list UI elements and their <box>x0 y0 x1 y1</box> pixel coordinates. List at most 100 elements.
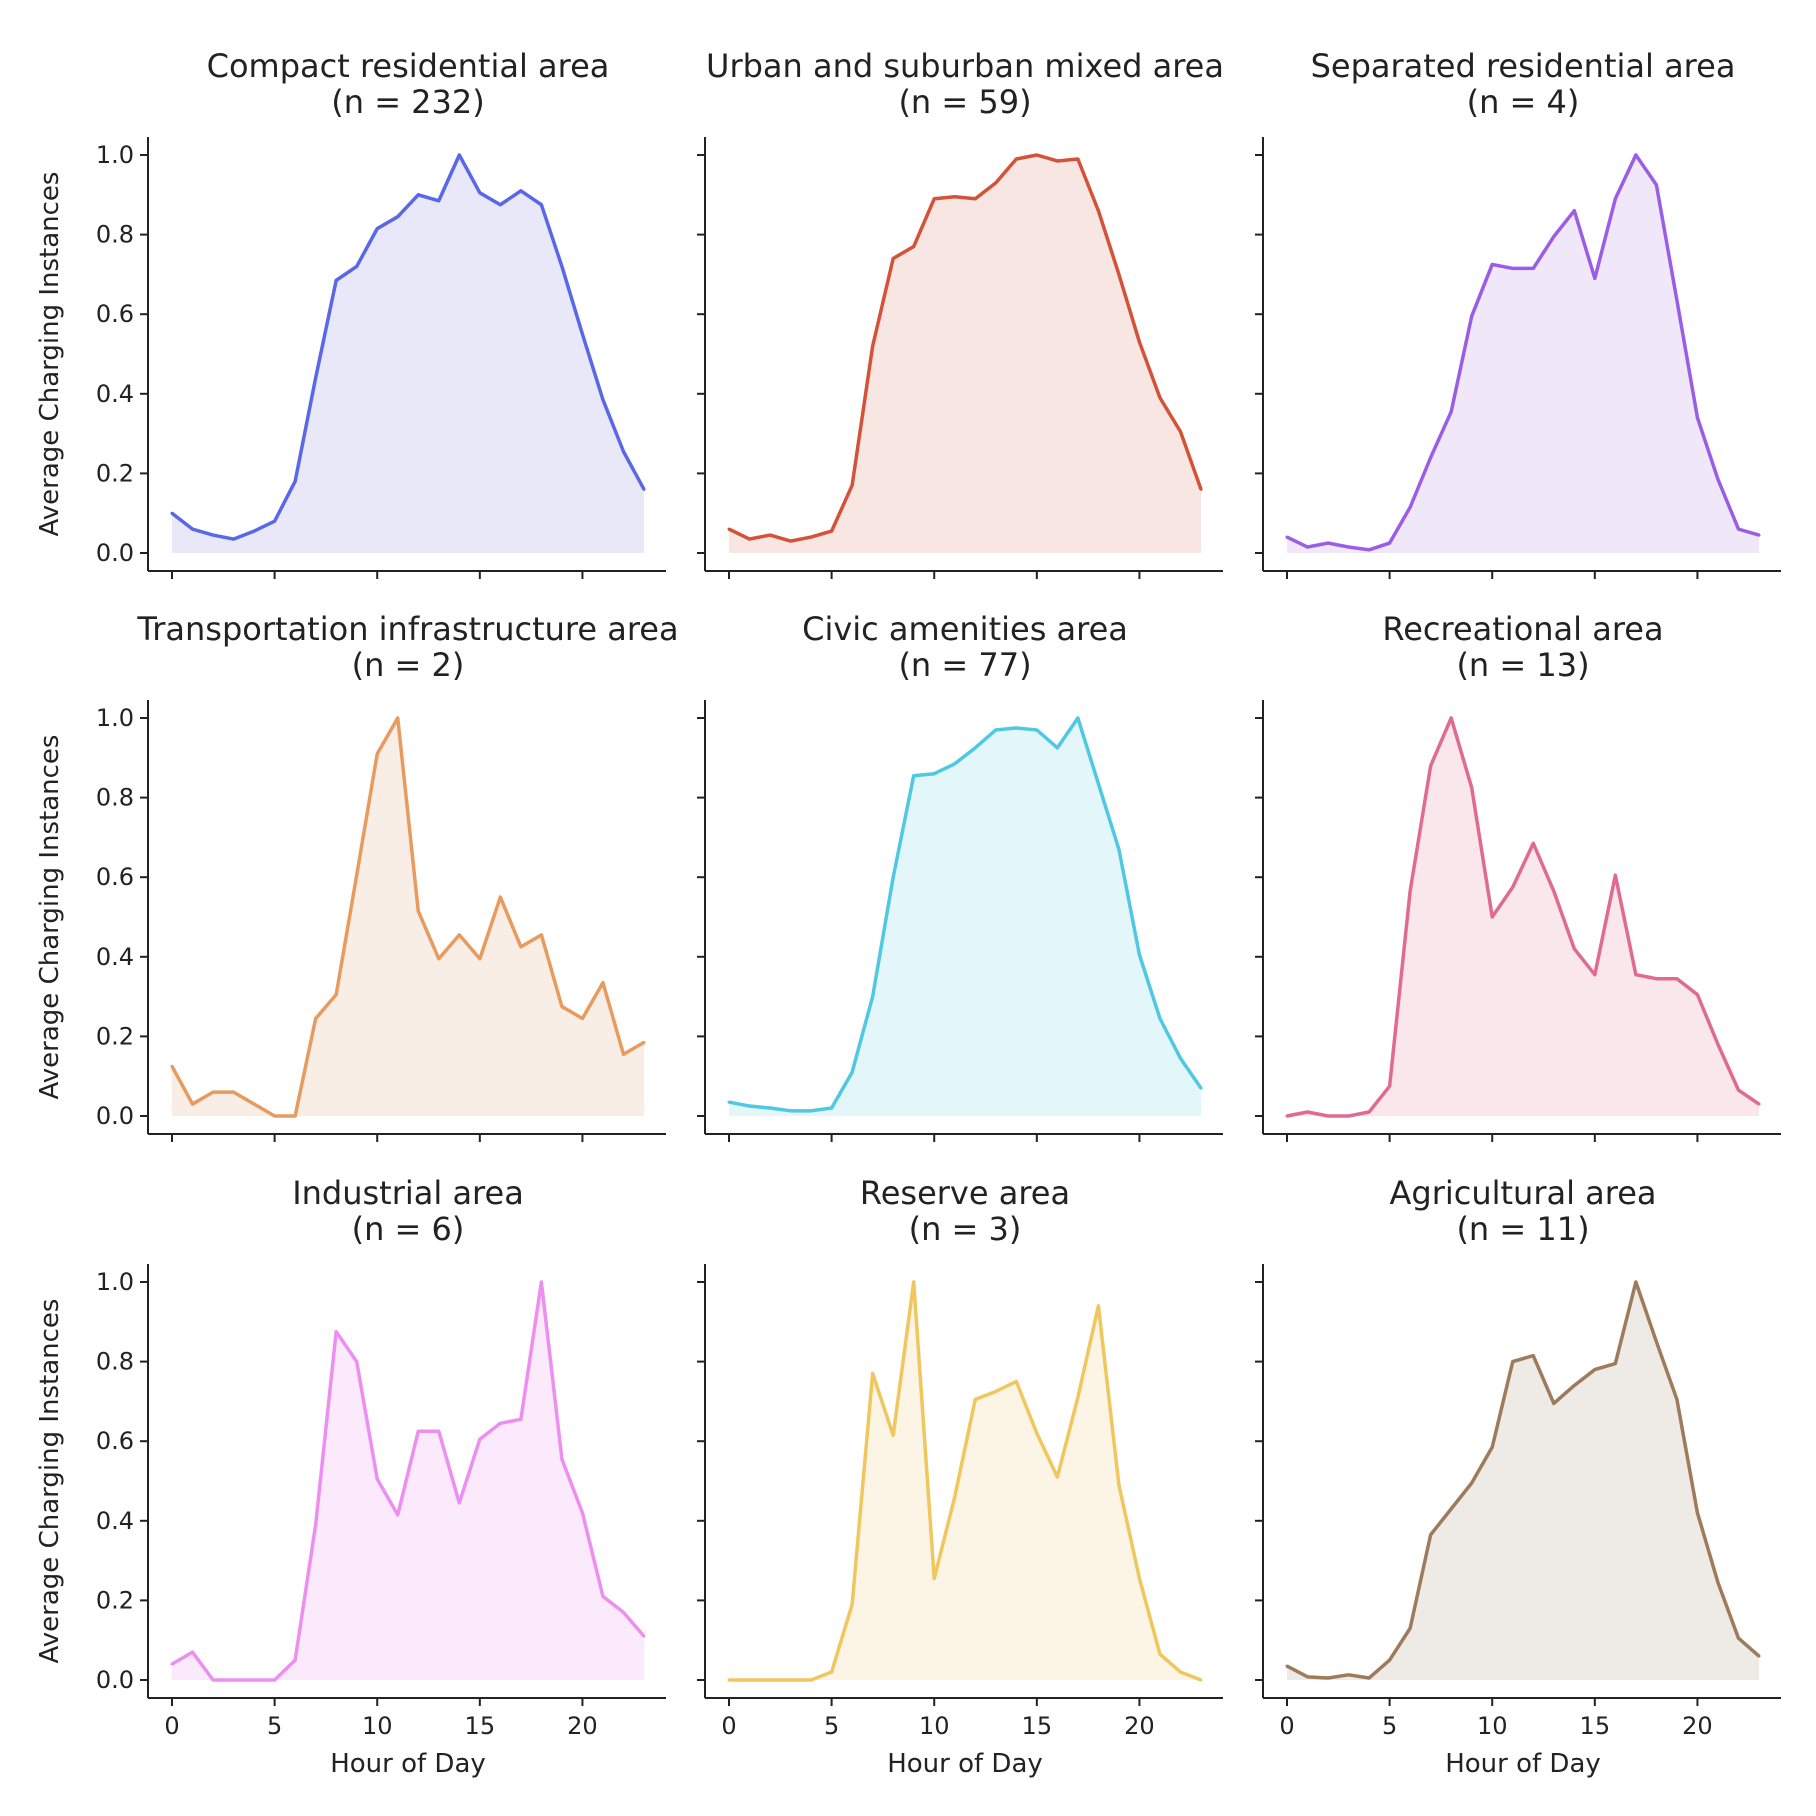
data-point <box>912 245 916 249</box>
data-point <box>748 1104 752 1108</box>
data-point <box>1757 1102 1761 1106</box>
panel-title: Industrial area <box>292 1174 524 1212</box>
data-point <box>1716 1580 1720 1584</box>
panel-title: Separated residential area <box>1311 47 1736 85</box>
data-point <box>601 981 605 985</box>
data-point <box>416 1429 420 1433</box>
area-fill <box>1287 155 1759 553</box>
data-point <box>560 264 564 268</box>
data-point <box>232 537 236 541</box>
area-fill <box>729 718 1201 1116</box>
data-point <box>1306 1675 1310 1679</box>
data-point <box>1654 977 1658 981</box>
data-point <box>891 1433 895 1437</box>
x-tick-label: 15 <box>1022 1712 1053 1740</box>
data-point <box>273 519 277 523</box>
data-point <box>1055 159 1059 163</box>
data-point <box>1076 157 1080 161</box>
data-point <box>1449 1507 1453 1511</box>
data-point <box>850 1602 854 1606</box>
y-tick-label: 0.2 <box>96 1586 134 1614</box>
x-tick-label: 15 <box>465 1712 496 1740</box>
data-point <box>809 1109 813 1113</box>
data-point <box>211 1090 215 1094</box>
data-point <box>621 1610 625 1614</box>
series-line <box>1286 716 1760 1118</box>
series-line <box>171 1280 646 1682</box>
panel-title: Civic amenities area <box>802 610 1128 648</box>
area-fill <box>1287 718 1759 1116</box>
y-tick-label: 0.6 <box>96 300 134 328</box>
data-point <box>1634 1280 1638 1284</box>
data-point <box>1306 545 1310 549</box>
x-tick-label: 20 <box>1124 1712 1155 1740</box>
data-point <box>1531 841 1535 845</box>
panel-title: Reserve area <box>860 1174 1070 1212</box>
data-point <box>642 487 646 491</box>
data-point <box>642 1634 646 1638</box>
data-point <box>973 197 977 201</box>
data-point <box>539 933 543 937</box>
data-point <box>994 1389 998 1393</box>
data-point <box>1736 1088 1740 1092</box>
panel-6: Recreational area(n = 13) <box>1255 610 1781 1142</box>
data-point <box>1572 209 1576 213</box>
data-point <box>170 1064 174 1068</box>
data-point <box>457 1501 461 1505</box>
panel-9: 0 5 10 15 20 Agricultural area(n = 11) Hour of… <box>1255 1174 1781 1779</box>
data-point <box>1096 782 1100 786</box>
data-point <box>973 1397 977 1401</box>
y-tick-label: 0.2 <box>96 1022 134 1050</box>
data-point <box>850 1070 854 1074</box>
data-point <box>170 511 174 515</box>
data-point <box>1158 1652 1162 1656</box>
data-point <box>809 535 813 539</box>
data-point <box>1634 153 1638 157</box>
data-point <box>1531 1354 1535 1358</box>
data-point <box>170 1662 174 1666</box>
data-point <box>1552 235 1556 239</box>
data-point <box>1490 915 1494 919</box>
data-point <box>1388 1084 1392 1088</box>
data-point <box>478 1437 482 1441</box>
data-point <box>1593 1368 1597 1372</box>
y-tick-label: 0.0 <box>96 539 134 567</box>
data-point <box>1716 1042 1720 1046</box>
data-point <box>1035 1431 1039 1435</box>
x-tick-label: 10 <box>1477 1712 1508 1740</box>
panel-subtitle: (n = 6) <box>352 1210 465 1248</box>
x-tick-label: 20 <box>1682 1712 1713 1740</box>
data-point <box>748 537 752 541</box>
data-point <box>1347 545 1351 549</box>
data-point <box>768 1106 772 1110</box>
data-point <box>727 1678 731 1682</box>
panel-4: 0.0 0.2 0.4 0.6 0.8 1.0 Transportation infrast… <box>35 610 679 1142</box>
x-tick-label: 5 <box>824 1712 839 1740</box>
data-point <box>748 1678 752 1682</box>
data-point <box>621 1052 625 1056</box>
panel-subtitle: (n = 4) <box>1467 83 1580 121</box>
data-point <box>1654 1340 1658 1344</box>
data-point <box>1158 1016 1162 1020</box>
data-point <box>375 752 379 756</box>
data-point <box>994 728 998 732</box>
data-point <box>396 716 400 720</box>
data-point <box>1757 1654 1761 1658</box>
data-point <box>1096 1304 1100 1308</box>
data-point <box>252 1102 256 1106</box>
data-point <box>1736 527 1740 531</box>
panel-subtitle: (n = 3) <box>909 1210 1022 1248</box>
data-point <box>519 945 523 949</box>
data-point <box>768 533 772 537</box>
data-point <box>727 1100 731 1104</box>
data-point <box>1634 973 1638 977</box>
y-tick-label: 1.0 <box>96 141 134 169</box>
data-point <box>789 1109 793 1113</box>
data-point <box>1593 973 1597 977</box>
data-point <box>953 762 957 766</box>
data-point <box>457 153 461 157</box>
data-point <box>293 479 297 483</box>
x-tick-label: 10 <box>919 1712 950 1740</box>
area-fill <box>729 1282 1201 1680</box>
data-point <box>932 197 936 201</box>
